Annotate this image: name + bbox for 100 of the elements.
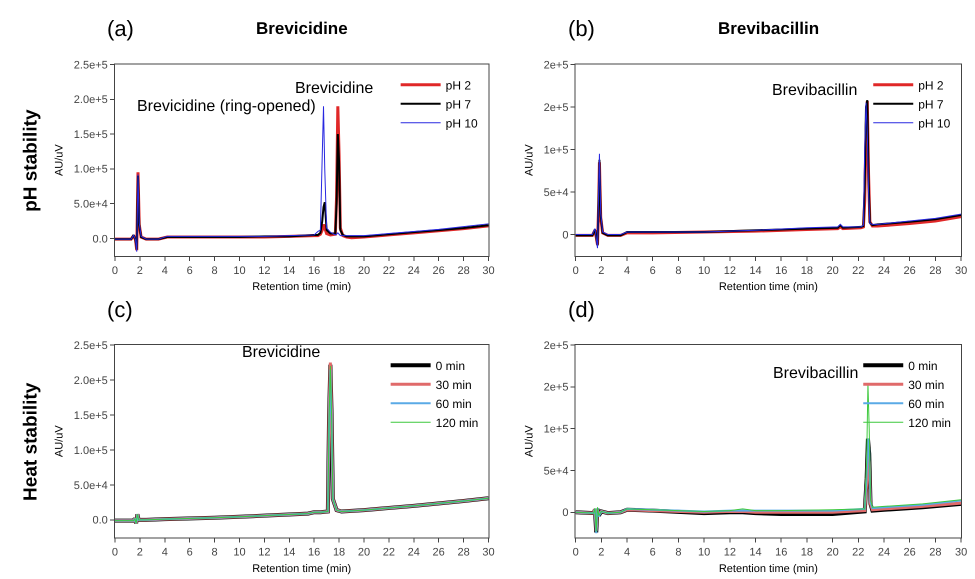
legend-label: 60 min [908, 396, 944, 411]
x-tick-label: 16 [775, 265, 788, 278]
x-tick-label: 12 [258, 265, 270, 278]
y-tick-label: 1e+5 [544, 144, 568, 156]
text: (a) [107, 16, 134, 41]
x-tick-label: 16 [775, 546, 788, 559]
legend-label: 120 min [436, 416, 478, 430]
y-tick-label: 2.0e+5 [74, 374, 108, 387]
x-tick-label: 14 [749, 546, 762, 559]
x-tick-label: 18 [800, 546, 814, 559]
y-tick-label: 0 [562, 507, 568, 520]
x-tick-label: 20 [358, 546, 370, 559]
text: (b) [568, 16, 595, 41]
annotation: Brevicidine (ring-opened) [137, 98, 316, 115]
legend-label: 30 min [908, 378, 944, 392]
y-tick-label: 5e+4 [544, 186, 568, 199]
y-tick-label: 5.0e+4 [74, 480, 108, 492]
y-tick-label: 2e+5 [544, 59, 568, 72]
annotation: Brevibacillin [772, 82, 858, 99]
y-tick-label: 2.0e+5 [74, 94, 108, 106]
x-tick-label: 8 [675, 265, 682, 278]
x-tick-label: 12 [258, 546, 270, 559]
x-tick-label: 0 [572, 265, 579, 278]
x-axis-title: Retention time (min) [718, 562, 818, 575]
legend-label: pH 2 [918, 78, 944, 92]
x-tick-label: 26 [432, 265, 445, 278]
x-tick-label: 20 [826, 265, 839, 278]
x-tick-label: 10 [698, 265, 710, 278]
x-tick-label: 20 [358, 265, 370, 278]
text: pH stability [20, 109, 42, 212]
x-axis-title: Retention time (min) [718, 281, 818, 294]
x-tick-label: 2 [598, 546, 604, 559]
y-tick-label: 5.0e+4 [74, 198, 108, 210]
text: (d) [568, 297, 595, 322]
x-tick-label: 8 [212, 546, 218, 559]
x-tick-label: 24 [878, 546, 890, 559]
x-tick-label: 22 [382, 265, 395, 278]
legend-label: pH 7 [918, 97, 944, 112]
x-tick-label: 26 [432, 546, 445, 559]
y-tick-label: 0.0 [92, 233, 108, 246]
y-tick-label: 2.5e+5 [74, 340, 108, 352]
x-tick-label: 28 [929, 546, 942, 559]
x-tick-label: 24 [408, 265, 420, 278]
x-tick-label: 6 [186, 265, 193, 278]
y-axis-title: AU/uV [523, 424, 536, 458]
x-axis-title: Retention time (min) [252, 281, 352, 294]
y-tick-label: 1.5e+5 [74, 128, 108, 141]
y-tick-label: 2e+5 [544, 382, 568, 394]
x-tick-label: 8 [212, 265, 218, 278]
legend-label: pH 10 [918, 116, 951, 130]
x-tick-label: 26 [904, 546, 916, 559]
x-tick-label: 0 [112, 265, 118, 278]
x-tick-label: 10 [233, 265, 246, 278]
x-tick-label: 14 [283, 546, 296, 559]
x-tick-label: 2 [136, 265, 143, 278]
x-tick-label: 28 [457, 265, 470, 278]
x-tick-label: 16 [308, 265, 320, 278]
chart-title: Brevibacillin [718, 19, 820, 38]
y-axis-title: AU/uV [523, 144, 536, 176]
x-tick-label: 4 [624, 546, 630, 559]
text: Heat stability [20, 382, 42, 501]
x-axis-title: Retention time (min) [252, 562, 352, 575]
x-tick-label: 12 [724, 546, 736, 559]
y-tick-label: 0.0 [92, 514, 108, 527]
annotation: Brevicidine [242, 344, 320, 361]
x-tick-label: 10 [698, 546, 710, 559]
x-tick-label: 18 [332, 265, 346, 278]
x-tick-label: 10 [233, 546, 246, 559]
chart-title: Brevicidine [256, 19, 348, 38]
legend-label: pH 7 [446, 97, 472, 112]
x-tick-label: 22 [852, 546, 864, 559]
x-tick-label: 6 [650, 546, 656, 559]
legend-label: pH 2 [446, 78, 472, 92]
x-tick-label: 28 [457, 546, 470, 559]
y-tick-label: 2e+5 [544, 102, 568, 114]
x-tick-label: 2 [136, 546, 143, 559]
legend-label: 120 min [908, 416, 951, 430]
x-tick-label: 20 [826, 546, 839, 559]
y-axis-title: AU/uV [53, 424, 66, 458]
x-tick-label: 24 [408, 546, 420, 559]
x-tick-label: 30 [482, 265, 495, 278]
annotation: Brevicidine [295, 80, 374, 97]
y-tick-label: 5e+4 [544, 465, 568, 478]
x-tick-label: 0 [112, 546, 118, 559]
x-tick-label: 30 [954, 265, 968, 278]
x-tick-label: 18 [800, 265, 814, 278]
y-tick-label: 1.0e+5 [74, 444, 108, 457]
x-tick-label: 6 [186, 546, 193, 559]
x-tick-label: 6 [650, 265, 656, 278]
y-tick-label: 1.5e+5 [74, 410, 108, 422]
x-tick-label: 4 [624, 265, 630, 278]
legend-label: 0 min [908, 358, 938, 373]
x-tick-label: 30 [482, 546, 495, 559]
x-tick-label: 14 [749, 265, 762, 278]
x-tick-label: 28 [929, 265, 942, 278]
y-axis-title: AU/uV [53, 144, 66, 176]
x-tick-label: 26 [904, 265, 916, 278]
y-tick-label: 0 [562, 229, 568, 242]
y-tick-label: 2e+5 [544, 340, 568, 352]
x-tick-label: 14 [283, 265, 296, 278]
